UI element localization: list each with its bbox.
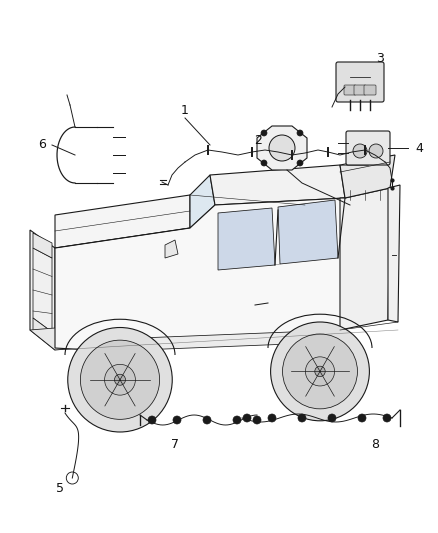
Circle shape xyxy=(353,144,367,158)
Text: 8: 8 xyxy=(371,439,379,451)
Polygon shape xyxy=(90,330,340,352)
Polygon shape xyxy=(210,165,345,205)
Polygon shape xyxy=(340,155,395,198)
Circle shape xyxy=(148,416,156,424)
Circle shape xyxy=(173,416,181,424)
Text: 2: 2 xyxy=(254,133,262,147)
Circle shape xyxy=(383,414,391,422)
Circle shape xyxy=(297,160,303,166)
FancyBboxPatch shape xyxy=(336,62,384,102)
Polygon shape xyxy=(190,175,215,228)
FancyBboxPatch shape xyxy=(344,85,356,95)
Polygon shape xyxy=(388,185,400,322)
Circle shape xyxy=(233,416,241,424)
Circle shape xyxy=(114,374,126,385)
Polygon shape xyxy=(218,208,275,270)
Circle shape xyxy=(305,357,335,386)
Polygon shape xyxy=(278,200,338,264)
Text: 1: 1 xyxy=(181,103,189,117)
Polygon shape xyxy=(30,230,55,350)
Text: 3: 3 xyxy=(376,52,384,64)
Circle shape xyxy=(271,322,369,421)
Text: 7: 7 xyxy=(171,439,179,451)
Circle shape xyxy=(253,416,261,424)
Polygon shape xyxy=(33,233,52,258)
FancyBboxPatch shape xyxy=(346,131,390,165)
Circle shape xyxy=(203,416,211,424)
Circle shape xyxy=(268,414,276,422)
Circle shape xyxy=(261,160,267,166)
Circle shape xyxy=(105,365,135,395)
Polygon shape xyxy=(257,126,307,170)
Polygon shape xyxy=(55,198,345,350)
Text: 5: 5 xyxy=(56,481,64,495)
Circle shape xyxy=(261,130,267,136)
Circle shape xyxy=(369,144,383,158)
Circle shape xyxy=(243,414,251,422)
Circle shape xyxy=(269,135,295,161)
Circle shape xyxy=(328,414,336,422)
Circle shape xyxy=(283,334,357,409)
Polygon shape xyxy=(340,188,390,330)
Circle shape xyxy=(358,414,366,422)
FancyBboxPatch shape xyxy=(364,85,376,95)
Circle shape xyxy=(297,130,303,136)
Circle shape xyxy=(81,340,159,419)
Text: 4: 4 xyxy=(415,141,423,155)
Polygon shape xyxy=(33,318,52,345)
Circle shape xyxy=(298,414,306,422)
FancyBboxPatch shape xyxy=(354,85,366,95)
Polygon shape xyxy=(165,240,178,258)
Circle shape xyxy=(68,327,172,432)
Circle shape xyxy=(315,366,325,377)
Text: 6: 6 xyxy=(38,139,46,151)
Polygon shape xyxy=(55,195,190,248)
Polygon shape xyxy=(30,328,80,350)
